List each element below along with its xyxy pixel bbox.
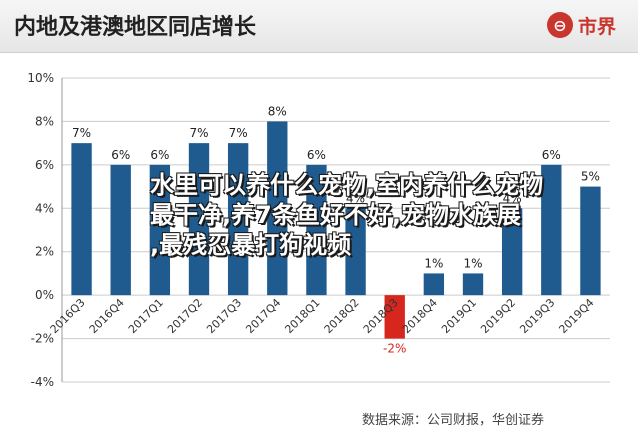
bar xyxy=(188,143,210,296)
y-tick-label: 10% xyxy=(27,71,54,85)
x-tick-label: 2019Q2 xyxy=(478,296,518,336)
x-tick-label: 2019Q4 xyxy=(556,296,596,336)
data-label: 1% xyxy=(424,256,443,270)
data-label: 7% xyxy=(72,126,91,140)
x-tick-label: 2017Q1 xyxy=(126,296,166,336)
data-label: 7% xyxy=(229,126,248,140)
data-label: 6% xyxy=(307,148,326,162)
x-tick-label: 2018Q1 xyxy=(282,296,322,336)
bar xyxy=(149,164,171,296)
brand-logo-icon: ⊖ xyxy=(546,12,573,38)
data-label: 4% xyxy=(346,191,365,205)
overlay-line: 最干净,养7条鱼好不好,宠物水族展 xyxy=(150,201,521,229)
y-tick-label: 0% xyxy=(35,288,54,302)
x-tick-label: 2017Q3 xyxy=(204,296,244,336)
y-tick-label: -4% xyxy=(31,375,54,389)
bar xyxy=(306,164,327,296)
overlay-line: ,最残忍暴打狗视频 xyxy=(150,231,352,259)
x-tick-label: 2016Q4 xyxy=(87,296,127,336)
data-label: 6% xyxy=(542,148,561,162)
overlay-caption: 水里可以养什么宠物,室内养什么宠物 最干净,养7条鱼好不好,宠物水族展 ,最残忍… xyxy=(150,170,630,260)
data-label: 7% xyxy=(189,126,208,140)
data-label: 5% xyxy=(581,170,600,184)
bar xyxy=(267,121,288,296)
x-tick-label: 2017Q4 xyxy=(243,296,283,336)
x-tick-label: 2019Q1 xyxy=(439,296,479,336)
bar xyxy=(541,164,562,296)
data-source-note: 数据来源：公司财报，华创证券 xyxy=(362,413,545,428)
data-label: 4% xyxy=(503,191,522,205)
data-label: 6% xyxy=(150,148,169,162)
bar xyxy=(110,164,131,296)
bar xyxy=(501,208,523,296)
bar xyxy=(227,143,249,296)
data-label: 8% xyxy=(268,104,287,118)
data-label: -2% xyxy=(383,342,406,356)
bar xyxy=(580,186,601,296)
overlay-line: 水里可以养什么宠物,室内养什么宠物 xyxy=(150,171,544,199)
data-label: 1% xyxy=(463,256,482,270)
bar xyxy=(423,273,445,296)
brand-logo-text: 市界 xyxy=(577,15,616,38)
y-tick-label: -2% xyxy=(31,332,54,346)
bar xyxy=(384,295,405,339)
x-tick-label: 2019Q3 xyxy=(517,296,557,336)
data-label: 6% xyxy=(111,148,130,162)
y-tick-label: 8% xyxy=(35,114,54,128)
y-tick-label: 2% xyxy=(35,245,54,259)
bar xyxy=(345,208,366,296)
chart-title: 内地及港澳地区同店增长 xyxy=(14,15,257,40)
x-tick-label: 2018Q2 xyxy=(322,296,362,336)
bar xyxy=(462,273,484,296)
brand-logo: ⊖ 市界 xyxy=(546,10,616,40)
chart-header: 内地及港澳地区同店增长 ⊖ 市界 xyxy=(0,0,638,53)
y-tick-label: 6% xyxy=(35,158,54,172)
x-tick-label: 2018Q4 xyxy=(400,296,440,336)
x-tick-label: 2017Q2 xyxy=(165,296,205,336)
y-tick-label: 4% xyxy=(35,201,54,215)
bar xyxy=(71,143,92,296)
